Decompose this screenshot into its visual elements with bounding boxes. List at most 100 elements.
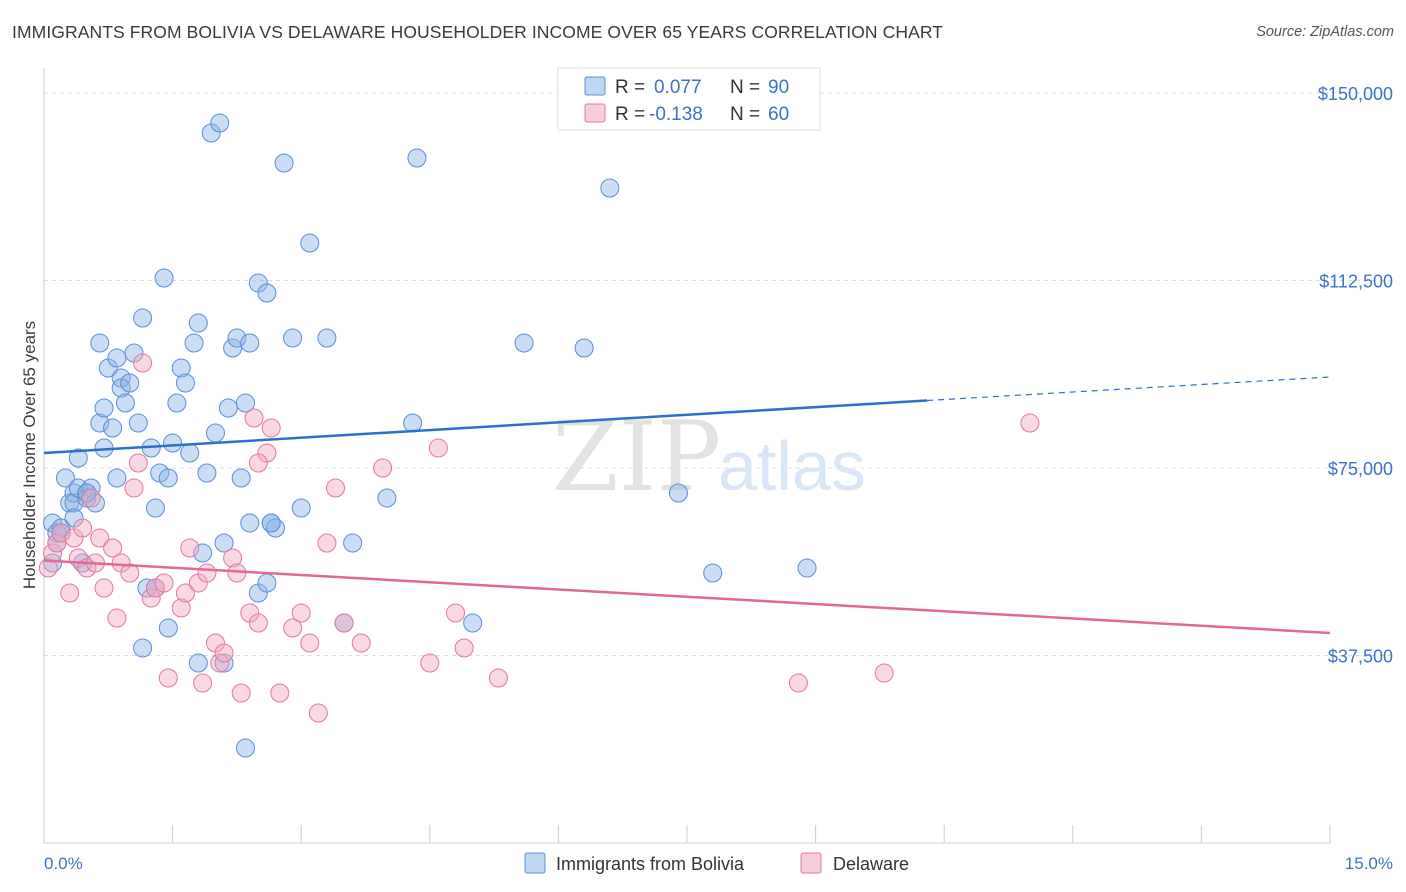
bolivia-point-68 [463, 613, 483, 633]
delaware-point-51 [420, 653, 440, 673]
bolivia-point-81 [261, 513, 281, 533]
delaware-point-53 [446, 603, 466, 623]
watermark-atlas: atlas [718, 427, 866, 505]
delaware-point-24 [171, 598, 191, 618]
bolivia-point-34 [158, 468, 178, 488]
delaware-point-37 [244, 408, 264, 428]
delaware-point-55 [488, 668, 508, 688]
source-credit: Source: ZipAtlas.com [1256, 24, 1394, 40]
bolivia-point-60 [291, 498, 311, 518]
bolivia-point-27 [128, 413, 148, 433]
bolivia-point-45 [205, 423, 225, 443]
bolivia-point-31 [145, 498, 165, 518]
bolivia-point-7 [68, 448, 88, 468]
bolivia-point-55 [257, 283, 277, 303]
delaware-point-17 [124, 478, 144, 498]
delaware-point-20 [141, 588, 161, 608]
delaware-point-31 [210, 653, 230, 673]
bolivia-point-72 [668, 483, 688, 503]
bolivia-point-33 [154, 268, 174, 288]
delaware-point-43 [291, 603, 311, 623]
trend-line-bolivia-extension [927, 376, 1331, 402]
delaware-point-12 [94, 578, 114, 598]
bolivia-point-73 [703, 563, 723, 583]
bolivia-point-51 [231, 468, 251, 488]
bolivia-point-79 [235, 738, 255, 758]
delaware-point-2 [47, 533, 67, 553]
delaware-point-23 [158, 668, 178, 688]
legend-n-label-blue: N = [730, 77, 760, 98]
bolivia-point-58 [274, 153, 294, 173]
bolivia-point-21 [107, 468, 127, 488]
bolivia-point-39 [180, 443, 200, 463]
y-tick-label-2: $112,500 [1319, 272, 1393, 292]
trend-line-delaware [43, 559, 1331, 635]
bolivia-point-67 [407, 148, 427, 168]
legend-top-swatch-blue [584, 76, 606, 96]
legend-n-label-pink: N = [730, 104, 760, 125]
delaware-point-11 [90, 528, 110, 548]
legend-bottom-swatch-blue [524, 852, 546, 874]
legend-bottom-swatch-pink [800, 852, 822, 874]
delaware-point-56 [788, 673, 808, 693]
delaware-point-9 [81, 488, 101, 508]
bolivia-point-15 [90, 333, 110, 353]
watermark-zip: ZIP [552, 401, 721, 513]
delaware-point-3 [51, 523, 71, 543]
delaware-point-52 [428, 438, 448, 458]
bolivia-point-62 [317, 328, 337, 348]
legend-n-value-blue: 90 [768, 77, 789, 98]
delaware-point-32 [214, 643, 234, 663]
bolivia-point-4 [60, 493, 80, 513]
delaware-point-7 [73, 518, 93, 538]
delaware-point-54 [454, 638, 474, 658]
bolivia-point-59 [283, 328, 303, 348]
bolivia-point-74 [797, 558, 817, 578]
y-tick-label-0: $37,500 [1328, 647, 1393, 667]
legend-bottom-label-delaware: Delaware [833, 854, 909, 874]
bolivia-point-52 [235, 393, 255, 413]
delaware-point-47 [325, 478, 345, 498]
delaware-point-35 [231, 683, 251, 703]
bolivia-point-2 [51, 518, 71, 538]
legend-r-label-pink: R = [615, 104, 645, 125]
delaware-point-26 [180, 538, 200, 558]
bolivia-point-42 [193, 543, 213, 563]
delaware-point-46 [317, 533, 337, 553]
bolivia-point-47 [214, 533, 234, 553]
delaware-point-48 [334, 613, 354, 633]
delaware-point-33 [223, 548, 243, 568]
delaware-point-18 [128, 453, 148, 473]
bolivia-point-64 [343, 533, 363, 553]
delaware-point-50 [373, 458, 393, 478]
y-axis-label: Householder Income Over 65 years [20, 321, 39, 589]
delaware-point-49 [351, 633, 371, 653]
legend-top-swatch-pink [584, 103, 606, 123]
y-tick-label-1: $75,000 [1328, 459, 1393, 479]
bolivia-point-77 [188, 653, 208, 673]
delaware-point-44 [300, 633, 320, 653]
bolivia-point-46 [210, 113, 230, 133]
chart-title: IMMIGRANTS FROM BOLIVIA VS DELAWARE HOUS… [12, 22, 944, 42]
bolivia-point-66 [403, 413, 423, 433]
series-delaware-points [38, 353, 1040, 723]
bolivia-point-25 [120, 373, 140, 393]
delaware-point-28 [193, 673, 213, 693]
legend-bottom: Immigrants from Bolivia Delaware [524, 852, 909, 874]
bolivia-point-35 [163, 433, 183, 453]
legend-bottom-label-bolivia: Immigrants from Bolivia [556, 854, 745, 874]
bolivia-point-41 [188, 313, 208, 333]
bolivia-point-78 [214, 653, 234, 673]
bolivia-point-14 [90, 413, 110, 433]
bolivia-point-53 [240, 333, 260, 353]
delaware-point-13 [103, 538, 123, 558]
legend-r-value-blue: 0.077 [654, 77, 702, 98]
delaware-point-16 [120, 563, 140, 583]
bolivia-point-36 [167, 393, 187, 413]
delaware-point-25 [175, 583, 195, 603]
delaware-point-58 [1020, 413, 1040, 433]
delaware-point-57 [874, 663, 894, 683]
bolivia-point-49 [223, 338, 243, 358]
trend-line-bolivia [43, 399, 928, 455]
